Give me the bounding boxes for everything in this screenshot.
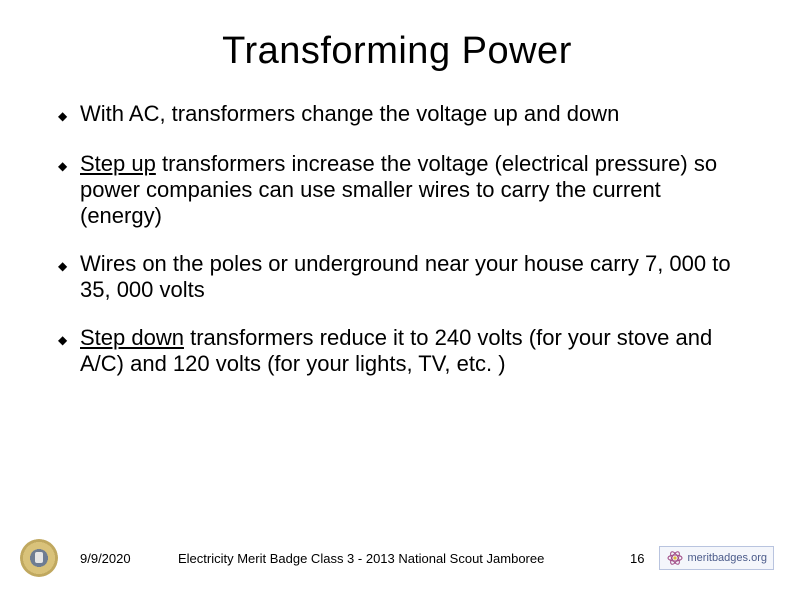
list-item: ◆ Step up transformers increase the volt…: [58, 151, 744, 229]
bullet-text-after: Wires on the poles or underground near y…: [80, 251, 731, 302]
bullet-marker-icon: ◆: [58, 101, 80, 129]
atom-icon: [666, 549, 684, 567]
bullet-text-underlined: Step up: [80, 151, 156, 176]
logo-text: meritbadges.org: [688, 552, 768, 564]
bullet-marker-icon: ◆: [58, 151, 80, 179]
bullet-list: ◆ With AC, transformers change the volta…: [50, 101, 744, 377]
footer: 9/9/2020 Electricity Merit Badge Class 3…: [20, 539, 774, 577]
bullet-text-underlined: Step down: [80, 325, 184, 350]
footer-caption: Electricity Merit Badge Class 3 - 2013 N…: [178, 551, 609, 566]
bullet-text-after: With AC, transformers change the voltage…: [80, 101, 619, 126]
bullet-text: Step down transformers reduce it to 240 …: [80, 325, 744, 377]
bullet-text: With AC, transformers change the voltage…: [80, 101, 744, 127]
page-number: 16: [617, 551, 645, 566]
meritbadges-logo: meritbadges.org: [659, 546, 775, 570]
bullet-text: Wires on the poles or underground near y…: [80, 251, 744, 303]
bullet-marker-icon: ◆: [58, 325, 80, 353]
footer-date: 9/9/2020: [80, 551, 170, 566]
list-item: ◆ With AC, transformers change the volta…: [58, 101, 744, 129]
bullet-text-after: transformers increase the voltage (elect…: [80, 151, 717, 228]
bullet-marker-icon: ◆: [58, 251, 80, 279]
list-item: ◆ Step down transformers reduce it to 24…: [58, 325, 744, 377]
bullet-text: Step up transformers increase the voltag…: [80, 151, 744, 229]
slide: Transforming Power ◆ With AC, transforme…: [0, 0, 794, 595]
list-item: ◆ Wires on the poles or underground near…: [58, 251, 744, 303]
page-title: Transforming Power: [50, 30, 744, 73]
merit-badge-icon: [20, 539, 58, 577]
